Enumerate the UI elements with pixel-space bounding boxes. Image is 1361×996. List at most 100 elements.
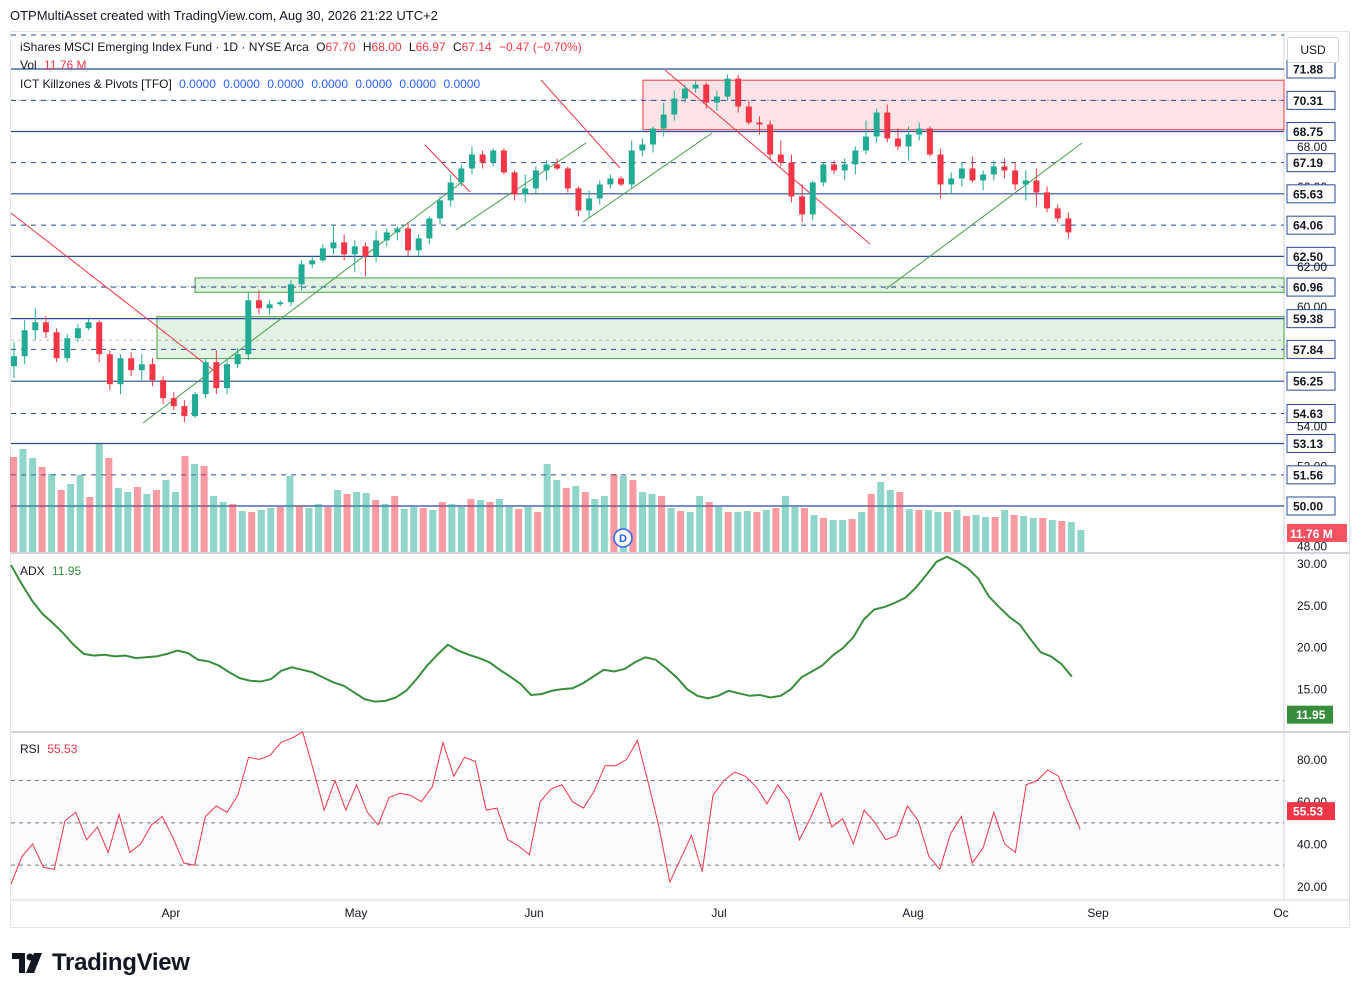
volume-bar — [467, 499, 475, 552]
candle-body — [618, 178, 625, 185]
volume-bar — [696, 496, 704, 552]
candle-body — [21, 330, 28, 357]
price-level-label-box — [1286, 153, 1336, 173]
candle-body — [873, 112, 880, 137]
candle-body — [799, 196, 806, 215]
candle-body — [969, 168, 976, 181]
volume-bar — [591, 499, 599, 552]
candle-body — [426, 218, 433, 239]
candle-body — [1022, 180, 1029, 185]
candle-body — [117, 358, 124, 385]
dividend-marker-label: D — [619, 533, 627, 545]
volume-bar — [162, 480, 170, 552]
symbol-title: iShares MSCI Emerging Index Fund · 1D · … — [20, 40, 309, 54]
volume-bar — [86, 497, 94, 552]
volume-bar — [438, 502, 446, 552]
candle-body — [1054, 208, 1061, 219]
candle-body — [341, 242, 348, 255]
volume-bar — [1020, 516, 1028, 552]
candle-body — [788, 162, 795, 197]
candle-body — [149, 364, 156, 381]
volume-bar — [1010, 515, 1018, 552]
volume-bar — [133, 487, 141, 552]
price-level-label: 71.88 — [1293, 63, 1323, 77]
volume-bar — [677, 511, 685, 552]
trend-line-up — [582, 132, 713, 223]
ict-value: 0.0000 — [179, 77, 216, 91]
candle-body — [831, 164, 838, 171]
volume-bar — [648, 494, 656, 552]
volume-bar — [715, 507, 723, 552]
volume-bar — [610, 474, 618, 552]
volume-bar — [486, 502, 494, 552]
volume-bar — [381, 504, 389, 552]
volume-bar — [896, 492, 904, 552]
volume-bar — [1077, 530, 1085, 552]
candle-body — [351, 246, 358, 255]
candle-body — [383, 232, 390, 241]
candle-body — [85, 322, 92, 329]
volume-legend[interactable]: Vol 11.76 M — [20, 58, 91, 72]
volume-bar — [1067, 522, 1075, 552]
volume-bar — [267, 508, 275, 552]
tradingview-logo[interactable]: TradingView — [12, 948, 190, 978]
trend-line-down — [664, 69, 871, 245]
adx-axis-tick: 25.00 — [1297, 599, 1327, 613]
rsi-legend[interactable]: RSI 55.53 — [20, 742, 81, 756]
volume-bar — [505, 507, 513, 552]
volume-bar — [76, 475, 84, 552]
volume-bar — [772, 508, 780, 552]
candle-body — [192, 394, 199, 417]
volume-bar — [295, 506, 303, 552]
adx-pane-bg — [11, 555, 1284, 731]
volume-bar — [10, 457, 17, 552]
price-level-label-box — [1286, 465, 1336, 485]
volume-bar — [753, 512, 761, 552]
candle-body — [926, 128, 933, 155]
volume-bar — [29, 458, 37, 552]
candle-body — [713, 96, 720, 103]
rsi-last-label: 55.53 — [1293, 805, 1323, 819]
candle-body — [511, 172, 518, 195]
volume-bar — [476, 500, 484, 552]
high-label: H — [362, 40, 372, 54]
currency-button[interactable]: USD — [1287, 37, 1339, 63]
price-level-label-box — [1286, 90, 1336, 110]
open-label: O — [316, 40, 326, 54]
volume-bar — [19, 449, 27, 552]
candle-body — [841, 164, 848, 171]
volume-bar — [334, 490, 342, 552]
price-level-label: 60.96 — [1293, 281, 1323, 295]
volume-bar — [982, 517, 990, 552]
ict-legend[interactable]: ICT Killzones & Pivots [TFO] 0.0000 0.00… — [20, 77, 484, 91]
symbol-legend[interactable]: iShares MSCI Emerging Index Fund · 1D · … — [20, 40, 586, 54]
candle-body — [138, 364, 145, 371]
volume-bar — [105, 458, 113, 552]
candle-body — [32, 322, 39, 331]
volume-bar — [353, 492, 361, 552]
volume-bar — [924, 510, 932, 552]
candle-body — [990, 166, 997, 175]
volume-bar — [658, 496, 666, 552]
volume-bar — [572, 486, 580, 552]
volume-bar — [934, 512, 942, 552]
adx-legend[interactable]: ADX 11.95 — [20, 564, 85, 578]
x-axis-tick: Sep — [1087, 906, 1109, 920]
vol-value: 11.76 M — [44, 58, 87, 72]
price-level-label: 67.19 — [1293, 156, 1323, 170]
candle-body — [309, 260, 316, 265]
price-level-label: 51.56 — [1293, 468, 1323, 482]
volume-bar — [534, 512, 542, 552]
candle-body — [575, 188, 582, 211]
adx-last-label: 11.95 — [1296, 708, 1326, 722]
candle-body — [809, 182, 816, 215]
volume-bar — [229, 504, 237, 552]
candle-body — [703, 84, 710, 103]
volume-bar — [67, 484, 75, 552]
candle-body — [958, 168, 965, 179]
volume-bar — [800, 508, 808, 552]
volume-bar — [762, 510, 770, 552]
volume-bar — [600, 496, 608, 552]
volume-bar — [953, 510, 961, 552]
